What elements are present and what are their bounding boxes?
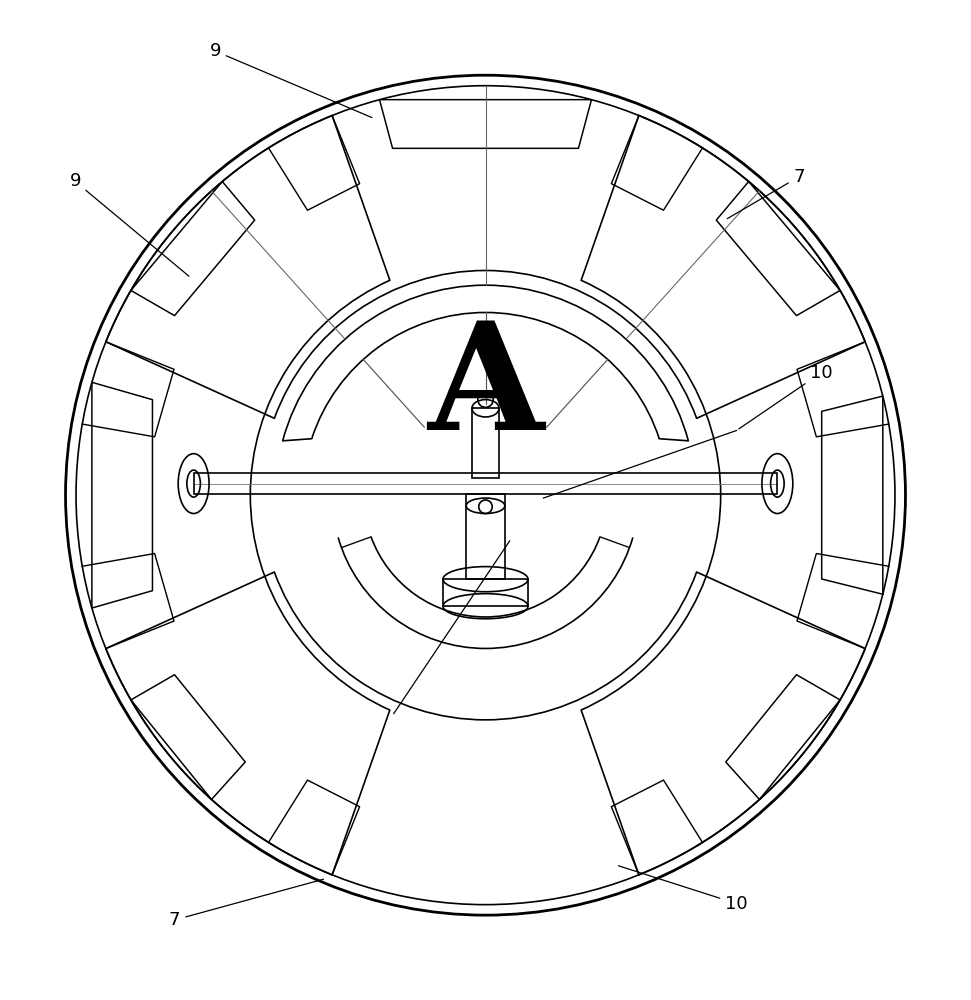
Text: 7: 7: [727, 168, 805, 219]
Text: 10: 10: [619, 866, 748, 913]
Text: 7: 7: [169, 879, 323, 929]
Text: A: A: [427, 316, 544, 461]
Text: 10: 10: [739, 364, 833, 429]
Text: 9: 9: [70, 172, 189, 276]
Text: 9: 9: [210, 42, 372, 118]
